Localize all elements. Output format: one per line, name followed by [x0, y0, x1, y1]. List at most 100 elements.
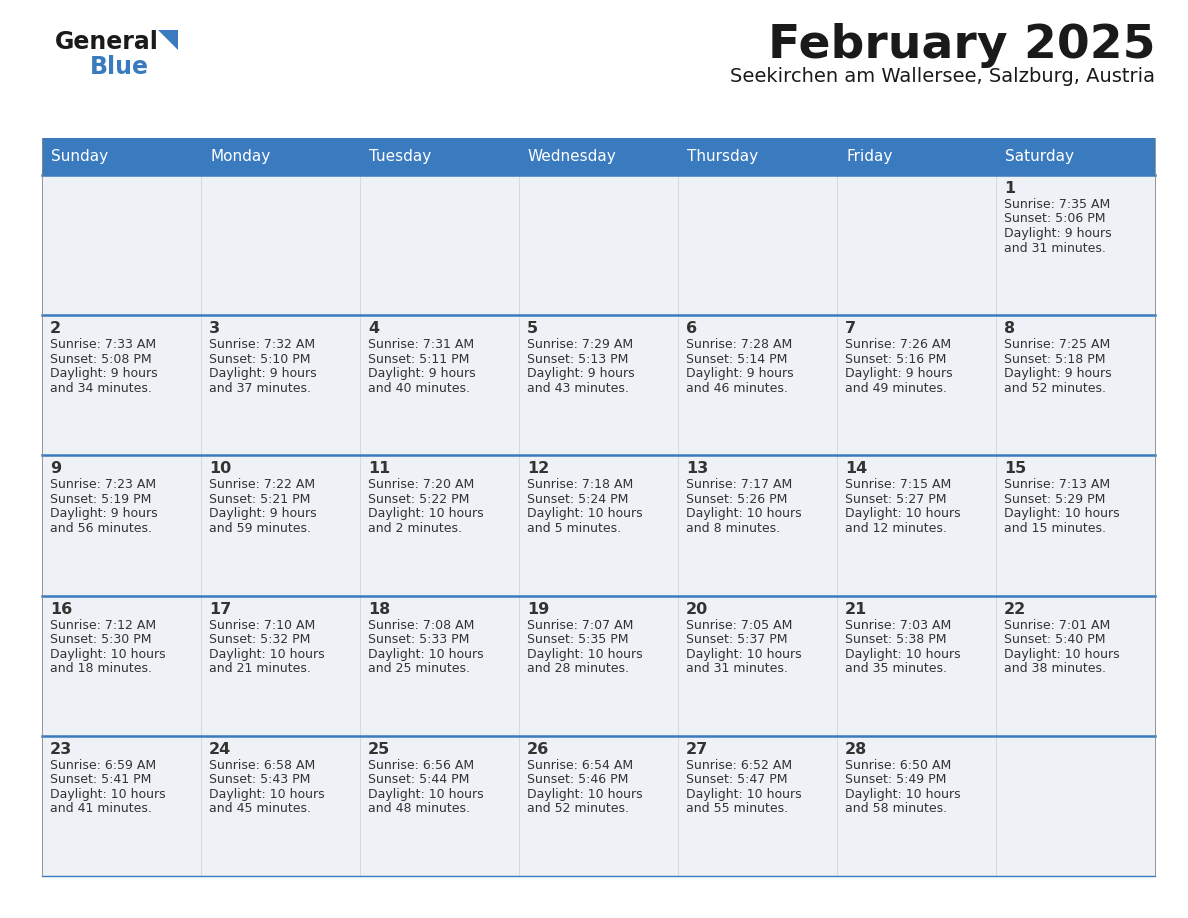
Text: Wednesday: Wednesday	[527, 149, 617, 164]
Text: Sunrise: 7:28 AM: Sunrise: 7:28 AM	[685, 338, 792, 352]
Text: Daylight: 10 hours: Daylight: 10 hours	[685, 788, 802, 800]
Text: Sunrise: 6:52 AM: Sunrise: 6:52 AM	[685, 759, 792, 772]
Text: Seekirchen am Wallersee, Salzburg, Austria: Seekirchen am Wallersee, Salzburg, Austr…	[729, 67, 1155, 86]
Text: 13: 13	[685, 462, 708, 476]
Text: Sunset: 5:46 PM: Sunset: 5:46 PM	[527, 773, 628, 787]
Text: Sunrise: 7:22 AM: Sunrise: 7:22 AM	[209, 478, 315, 491]
Text: Sunset: 5:32 PM: Sunset: 5:32 PM	[209, 633, 310, 646]
Text: Daylight: 9 hours: Daylight: 9 hours	[845, 367, 953, 380]
Bar	[360, 455, 519, 596]
Text: Sunrise: 6:50 AM: Sunrise: 6:50 AM	[845, 759, 952, 772]
Text: Daylight: 10 hours: Daylight: 10 hours	[845, 788, 961, 800]
Text: Tuesday: Tuesday	[369, 149, 431, 164]
Bar	[519, 175, 678, 315]
Text: Saturday: Saturday	[1005, 149, 1074, 164]
Bar	[201, 315, 360, 455]
Text: and 12 minutes.: and 12 minutes.	[845, 522, 947, 535]
Text: Sunset: 5:10 PM: Sunset: 5:10 PM	[209, 353, 310, 365]
Text: Sunrise: 7:08 AM: Sunrise: 7:08 AM	[368, 619, 474, 632]
Bar	[678, 175, 838, 315]
Bar	[201, 596, 360, 736]
Text: Blue: Blue	[90, 55, 148, 79]
Polygon shape	[158, 30, 178, 50]
Text: 28: 28	[845, 742, 867, 756]
Bar	[996, 175, 1155, 315]
Text: 14: 14	[845, 462, 867, 476]
Text: Daylight: 10 hours: Daylight: 10 hours	[685, 508, 802, 521]
Text: Daylight: 9 hours: Daylight: 9 hours	[1004, 367, 1112, 380]
Text: 24: 24	[209, 742, 232, 756]
Text: Daylight: 10 hours: Daylight: 10 hours	[209, 788, 324, 800]
Text: Sunset: 5:24 PM: Sunset: 5:24 PM	[527, 493, 628, 506]
Text: Sunrise: 7:29 AM: Sunrise: 7:29 AM	[527, 338, 633, 352]
Text: Sunset: 5:14 PM: Sunset: 5:14 PM	[685, 353, 788, 365]
Text: and 34 minutes.: and 34 minutes.	[50, 382, 152, 395]
Text: Sunset: 5:38 PM: Sunset: 5:38 PM	[845, 633, 947, 646]
Text: 19: 19	[527, 601, 549, 617]
Bar	[42, 315, 201, 455]
Text: Sunset: 5:16 PM: Sunset: 5:16 PM	[845, 353, 947, 365]
Bar	[678, 315, 838, 455]
Text: 17: 17	[209, 601, 232, 617]
Text: 2: 2	[50, 321, 61, 336]
Text: Sunrise: 7:18 AM: Sunrise: 7:18 AM	[527, 478, 633, 491]
Text: February 2025: February 2025	[767, 23, 1155, 68]
Bar	[996, 596, 1155, 736]
Bar	[838, 736, 996, 876]
Text: Daylight: 9 hours: Daylight: 9 hours	[209, 508, 317, 521]
Text: and 59 minutes.: and 59 minutes.	[209, 522, 311, 535]
Bar	[519, 596, 678, 736]
Text: Sunset: 5:43 PM: Sunset: 5:43 PM	[209, 773, 310, 787]
Bar	[42, 736, 201, 876]
Text: Daylight: 10 hours: Daylight: 10 hours	[845, 647, 961, 661]
Text: 26: 26	[527, 742, 549, 756]
Bar	[519, 315, 678, 455]
Text: Daylight: 10 hours: Daylight: 10 hours	[527, 508, 643, 521]
Text: 6: 6	[685, 321, 697, 336]
Text: 15: 15	[1004, 462, 1026, 476]
Text: Sunset: 5:06 PM: Sunset: 5:06 PM	[1004, 212, 1106, 226]
Text: and 56 minutes.: and 56 minutes.	[50, 522, 152, 535]
Bar	[360, 315, 519, 455]
Text: Sunset: 5:19 PM: Sunset: 5:19 PM	[50, 493, 151, 506]
Text: and 49 minutes.: and 49 minutes.	[845, 382, 947, 395]
Bar	[838, 315, 996, 455]
Text: Sunset: 5:44 PM: Sunset: 5:44 PM	[368, 773, 469, 787]
Text: Monday: Monday	[210, 149, 270, 164]
Text: Sunset: 5:27 PM: Sunset: 5:27 PM	[845, 493, 947, 506]
Text: Daylight: 10 hours: Daylight: 10 hours	[50, 788, 165, 800]
Text: Daylight: 10 hours: Daylight: 10 hours	[1004, 647, 1119, 661]
Text: Daylight: 10 hours: Daylight: 10 hours	[527, 788, 643, 800]
Text: 25: 25	[368, 742, 390, 756]
Text: Sunset: 5:33 PM: Sunset: 5:33 PM	[368, 633, 469, 646]
Bar	[42, 455, 201, 596]
Text: Daylight: 9 hours: Daylight: 9 hours	[209, 367, 317, 380]
Text: 12: 12	[527, 462, 549, 476]
Text: Sunset: 5:26 PM: Sunset: 5:26 PM	[685, 493, 788, 506]
Text: Sunrise: 7:10 AM: Sunrise: 7:10 AM	[209, 619, 315, 632]
Text: and 52 minutes.: and 52 minutes.	[527, 802, 628, 815]
Text: Sunset: 5:29 PM: Sunset: 5:29 PM	[1004, 493, 1105, 506]
Text: Sunrise: 6:59 AM: Sunrise: 6:59 AM	[50, 759, 156, 772]
Text: Sunrise: 6:56 AM: Sunrise: 6:56 AM	[368, 759, 474, 772]
Bar	[42, 175, 201, 315]
Text: and 55 minutes.: and 55 minutes.	[685, 802, 788, 815]
Text: 3: 3	[209, 321, 220, 336]
Text: Sunrise: 7:25 AM: Sunrise: 7:25 AM	[1004, 338, 1111, 352]
Text: Sunrise: 6:58 AM: Sunrise: 6:58 AM	[209, 759, 315, 772]
Text: Sunrise: 7:26 AM: Sunrise: 7:26 AM	[845, 338, 952, 352]
Bar	[201, 175, 360, 315]
Bar	[519, 138, 678, 175]
Bar	[996, 315, 1155, 455]
Text: and 2 minutes.: and 2 minutes.	[368, 522, 462, 535]
Text: Sunrise: 6:54 AM: Sunrise: 6:54 AM	[527, 759, 633, 772]
Text: Daylight: 10 hours: Daylight: 10 hours	[368, 647, 484, 661]
Text: 10: 10	[209, 462, 232, 476]
Text: and 41 minutes.: and 41 minutes.	[50, 802, 152, 815]
Text: Daylight: 9 hours: Daylight: 9 hours	[1004, 227, 1112, 240]
Text: Sunrise: 7:20 AM: Sunrise: 7:20 AM	[368, 478, 474, 491]
Bar	[360, 138, 519, 175]
Text: 16: 16	[50, 601, 72, 617]
Text: 4: 4	[368, 321, 379, 336]
Text: and 15 minutes.: and 15 minutes.	[1004, 522, 1106, 535]
